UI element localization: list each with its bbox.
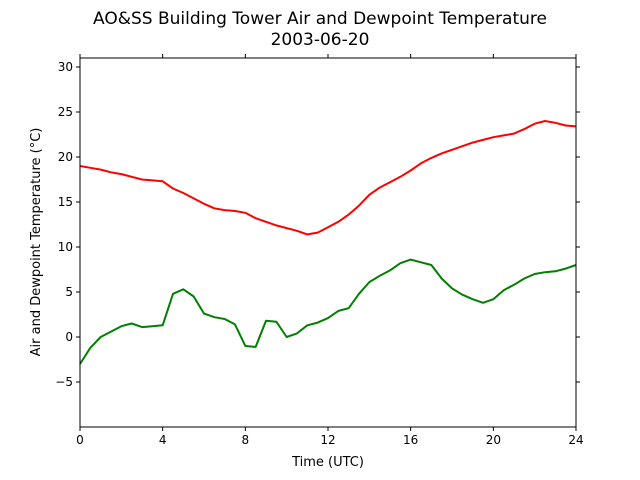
x-tick-label: 20 [486, 433, 501, 447]
y-axis-ticks: −5 0 5 10 15 20 25 30 [55, 60, 580, 389]
chart-subtitle: 2003-06-20 [271, 30, 370, 50]
x-tick-label: 12 [320, 433, 335, 447]
y-tick-label: −5 [55, 375, 73, 389]
x-tick-label: 8 [242, 433, 250, 447]
series-lines [79, 120, 577, 365]
x-tick-label: 24 [568, 433, 583, 447]
y-tick-label: 10 [58, 240, 73, 254]
x-axis-ticks: 0 4 8 12 16 20 24 [76, 54, 584, 447]
y-tick-label: 0 [65, 330, 73, 344]
y-tick-label: 15 [58, 195, 73, 209]
y-tick-label: 25 [58, 105, 73, 119]
y-tick-label: 30 [58, 60, 73, 74]
x-tick-label: 0 [76, 433, 84, 447]
plot-frame [79, 57, 577, 428]
chart-title: AO&SS Building Tower Air and Dewpoint Te… [93, 9, 547, 29]
x-tick-label: 4 [159, 433, 167, 447]
y-axis-label: Air and Dewpoint Temperature (°C) [29, 128, 44, 357]
y-tick-label: 5 [65, 285, 73, 299]
x-tick-label: 16 [403, 433, 418, 447]
series-line-1 [79, 120, 577, 236]
x-axis-label: Time (UTC) [291, 455, 364, 470]
series-line-2 [79, 258, 577, 365]
y-tick-label: 20 [58, 150, 73, 164]
